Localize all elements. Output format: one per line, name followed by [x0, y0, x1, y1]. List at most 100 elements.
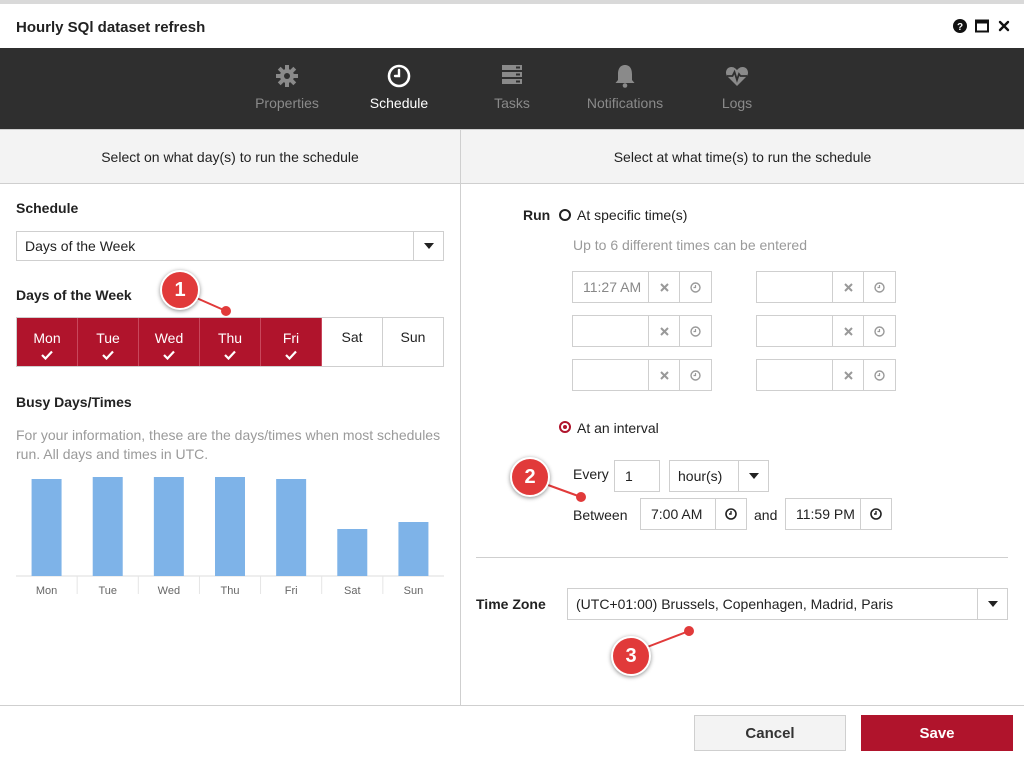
callout-marker: 1 — [160, 270, 200, 310]
bell-icon — [615, 65, 635, 88]
check-icon — [224, 350, 236, 360]
timezone-value: (UTC+01:00) Brussels, Copenhagen, Madrid… — [576, 596, 894, 612]
callout-marker: 3 — [611, 636, 651, 676]
clock-icon[interactable] — [864, 360, 895, 390]
specific-times-label: At specific time(s) — [577, 207, 688, 223]
chart-tick-label: Sat — [344, 585, 361, 597]
time-slot-2 — [756, 271, 896, 303]
days-of-week-label: Days of the Week — [16, 287, 132, 303]
clear-icon[interactable] — [833, 272, 864, 302]
tab-logs[interactable]: Logs — [687, 48, 787, 129]
clear-icon[interactable] — [649, 360, 680, 390]
and-label: and — [754, 507, 778, 523]
day-label: Wed — [154, 330, 184, 346]
tab-properties-label: Properties — [255, 95, 319, 111]
tab-tasks[interactable]: Tasks — [462, 48, 562, 129]
interval-unit-select[interactable]: hour(s) — [669, 460, 769, 492]
cancel-button[interactable]: Cancel — [694, 715, 846, 751]
tab-schedule[interactable]: Schedule — [349, 48, 449, 129]
day-label: Sun — [400, 329, 426, 345]
chart-tick-label: Tue — [98, 585, 117, 597]
help-icon[interactable]: ? — [952, 18, 968, 34]
caret-down-icon — [413, 232, 443, 260]
clock-icon[interactable] — [680, 316, 711, 346]
chart-tick-label: Fri — [285, 585, 298, 597]
clear-icon[interactable] — [833, 316, 864, 346]
schedule-select[interactable]: Days of the Week — [16, 231, 444, 261]
day-toggle-tue[interactable]: Tue — [78, 318, 139, 366]
tab-properties[interactable]: Properties — [237, 48, 337, 129]
time-slot-input[interactable] — [757, 360, 833, 390]
time-slot-3 — [572, 315, 712, 347]
maximize-icon[interactable] — [974, 18, 990, 34]
specific-times-hint: Up to 6 different times can be entered — [573, 237, 807, 253]
time-slot-input[interactable] — [573, 360, 649, 390]
time-slot-input[interactable] — [757, 272, 833, 302]
every-input[interactable]: 1 — [614, 460, 660, 492]
time-slot-5 — [572, 359, 712, 391]
clock-icon[interactable] — [864, 272, 895, 302]
dialog-title: Hourly SQl dataset refresh — [16, 19, 206, 36]
busy-description-line2: run. All days and times in UTC. — [16, 446, 209, 462]
check-icon — [285, 350, 297, 360]
specific-times-radio[interactable] — [559, 209, 571, 221]
svg-text:?: ? — [957, 22, 963, 33]
check-icon — [102, 350, 114, 360]
chart-bar-tue — [92, 477, 123, 576]
day-toggle-wed[interactable]: Wed — [139, 318, 200, 366]
tab-notifications-label: Notifications — [586, 95, 664, 111]
check-icon — [41, 350, 53, 360]
day-toggle-mon[interactable]: Mon — [17, 318, 78, 366]
schedule-select-value: Days of the Week — [25, 238, 136, 254]
run-label: Run — [523, 207, 551, 223]
chart-tick-label: Sun — [404, 585, 424, 597]
clock-icon — [387, 64, 411, 88]
close-icon[interactable] — [996, 18, 1012, 34]
time-slot-6 — [756, 359, 896, 391]
time-slot-input[interactable] — [757, 316, 833, 346]
timezone-label: Time Zone — [476, 596, 546, 612]
day-toggle-fri[interactable]: Fri — [261, 318, 322, 366]
chart-tick-label: Wed — [158, 585, 180, 597]
busy-days-chart: Mon Tue Wed Thu Fri Sat Sun — [16, 477, 444, 597]
day-toggle-sat[interactable]: Sat — [322, 318, 383, 366]
tab-notifications[interactable]: Notifications — [575, 48, 675, 129]
day-label: Tue — [96, 330, 120, 346]
interval-radio[interactable] — [559, 421, 571, 433]
time-slot-input[interactable]: 11:27 AM — [573, 272, 649, 302]
clock-icon[interactable] — [680, 360, 711, 390]
chart-bar-thu — [215, 477, 245, 576]
day-selector: Mon Tue Wed Thu Fri Sat Sun — [16, 317, 444, 367]
interval-label: At an interval — [577, 420, 659, 436]
tab-logs-label: Logs — [721, 95, 753, 111]
caret-down-icon — [977, 589, 1007, 619]
end-time-value[interactable]: 11:59 PM — [786, 499, 862, 529]
clear-icon[interactable] — [649, 316, 680, 346]
save-button[interactable]: Save — [861, 715, 1013, 751]
day-toggle-sun[interactable]: Sun — [383, 318, 443, 366]
clear-icon[interactable] — [833, 360, 864, 390]
panel-divider — [460, 129, 461, 705]
day-toggle-thu[interactable]: Thu — [200, 318, 261, 366]
timezone-select[interactable]: (UTC+01:00) Brussels, Copenhagen, Madrid… — [567, 588, 1008, 620]
time-slot-input[interactable] — [573, 316, 649, 346]
clock-icon[interactable] — [680, 272, 711, 302]
chart-tick-label: Thu — [221, 585, 240, 597]
clear-icon[interactable] — [649, 272, 680, 302]
tab-bar: Properties Schedule Tasks Notifications — [0, 48, 1024, 129]
between-label: Between — [573, 507, 628, 523]
chart-bar-fri — [276, 479, 307, 576]
chart-bar-wed — [153, 477, 184, 576]
clock-icon[interactable] — [861, 499, 891, 529]
callout-marker: 2 — [510, 457, 550, 497]
start-time-value[interactable]: 7:00 AM — [641, 499, 717, 529]
time-slot-4 — [756, 315, 896, 347]
clock-icon[interactable] — [864, 316, 895, 346]
start-time-input: 7:00 AM — [640, 498, 747, 530]
day-label: Thu — [217, 330, 243, 346]
right-panel-header: Select at what time(s) to run the schedu… — [461, 129, 1024, 184]
clock-icon[interactable] — [716, 499, 746, 529]
busy-description-line1: For your information, these are the days… — [16, 427, 441, 443]
tab-tasks-label: Tasks — [494, 95, 530, 111]
